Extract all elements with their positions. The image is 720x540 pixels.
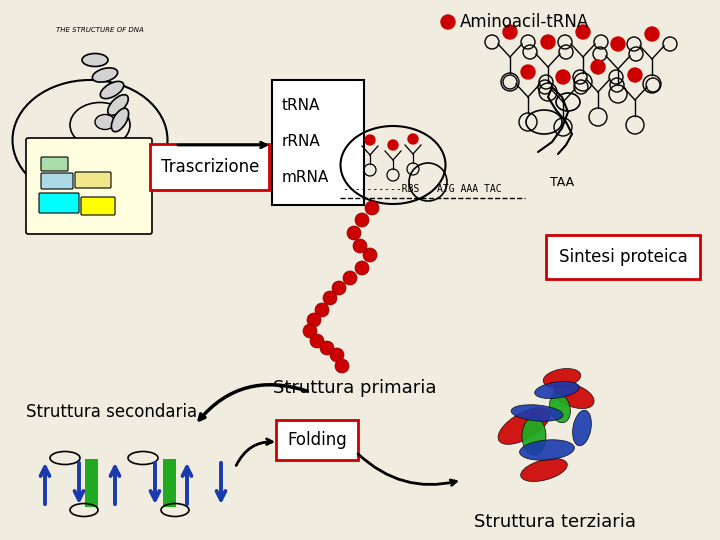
- Circle shape: [303, 324, 317, 338]
- Circle shape: [323, 291, 337, 305]
- Circle shape: [353, 239, 367, 253]
- Ellipse shape: [520, 440, 575, 460]
- FancyBboxPatch shape: [39, 193, 79, 213]
- Circle shape: [355, 261, 369, 275]
- Text: tRNA: tRNA: [282, 98, 320, 112]
- Ellipse shape: [535, 381, 580, 399]
- Ellipse shape: [572, 410, 591, 446]
- Text: Struttura secondaria: Struttura secondaria: [27, 403, 197, 421]
- FancyBboxPatch shape: [41, 157, 68, 171]
- FancyBboxPatch shape: [272, 80, 364, 205]
- Text: THE STRUCTURE OF DNA: THE STRUCTURE OF DNA: [56, 27, 144, 33]
- Text: Struttura primaria: Struttura primaria: [274, 379, 437, 397]
- Ellipse shape: [100, 82, 124, 99]
- Text: TAA: TAA: [550, 176, 574, 188]
- Circle shape: [576, 25, 590, 39]
- Text: Trascrizione: Trascrizione: [161, 158, 259, 176]
- Ellipse shape: [521, 458, 567, 482]
- Circle shape: [591, 60, 605, 74]
- Text: rRNA: rRNA: [282, 134, 320, 150]
- FancyBboxPatch shape: [81, 197, 115, 215]
- Text: mRNA: mRNA: [282, 171, 329, 186]
- Circle shape: [365, 135, 375, 145]
- Circle shape: [503, 25, 517, 39]
- Circle shape: [347, 226, 361, 240]
- Circle shape: [315, 303, 329, 317]
- Ellipse shape: [543, 368, 581, 388]
- Text: Sintesi proteica: Sintesi proteica: [559, 248, 688, 266]
- Ellipse shape: [108, 94, 128, 115]
- Circle shape: [330, 348, 344, 362]
- FancyBboxPatch shape: [163, 459, 176, 507]
- Circle shape: [363, 248, 377, 262]
- Ellipse shape: [511, 404, 563, 421]
- Circle shape: [307, 313, 321, 327]
- FancyBboxPatch shape: [85, 459, 98, 507]
- Ellipse shape: [112, 109, 129, 132]
- Ellipse shape: [549, 393, 570, 423]
- Circle shape: [541, 35, 555, 49]
- Circle shape: [556, 70, 570, 84]
- Ellipse shape: [498, 408, 550, 444]
- FancyBboxPatch shape: [150, 144, 269, 190]
- Text: Struttura terziaria: Struttura terziaria: [474, 513, 636, 531]
- Ellipse shape: [95, 114, 115, 130]
- Circle shape: [355, 213, 369, 227]
- Circle shape: [388, 140, 398, 150]
- FancyBboxPatch shape: [75, 172, 111, 188]
- Circle shape: [441, 15, 455, 29]
- Circle shape: [521, 65, 535, 79]
- Circle shape: [628, 68, 642, 82]
- Circle shape: [645, 27, 659, 41]
- Ellipse shape: [554, 383, 594, 409]
- Text: Aminoacil-tRNA: Aminoacil-tRNA: [460, 13, 589, 31]
- Circle shape: [408, 134, 418, 144]
- Circle shape: [320, 341, 334, 355]
- FancyBboxPatch shape: [546, 235, 700, 279]
- FancyBboxPatch shape: [26, 138, 152, 234]
- Text: ----------RBS   ATG AAA TAC: ----------RBS ATG AAA TAC: [343, 184, 502, 194]
- Circle shape: [335, 359, 349, 373]
- Circle shape: [365, 201, 379, 215]
- Circle shape: [611, 37, 625, 51]
- Circle shape: [310, 334, 324, 348]
- Circle shape: [332, 281, 346, 295]
- Ellipse shape: [92, 68, 117, 82]
- Text: Folding: Folding: [287, 431, 347, 449]
- Ellipse shape: [82, 53, 108, 66]
- FancyBboxPatch shape: [276, 420, 358, 460]
- Ellipse shape: [522, 417, 546, 455]
- FancyBboxPatch shape: [41, 173, 73, 189]
- Circle shape: [343, 271, 357, 285]
